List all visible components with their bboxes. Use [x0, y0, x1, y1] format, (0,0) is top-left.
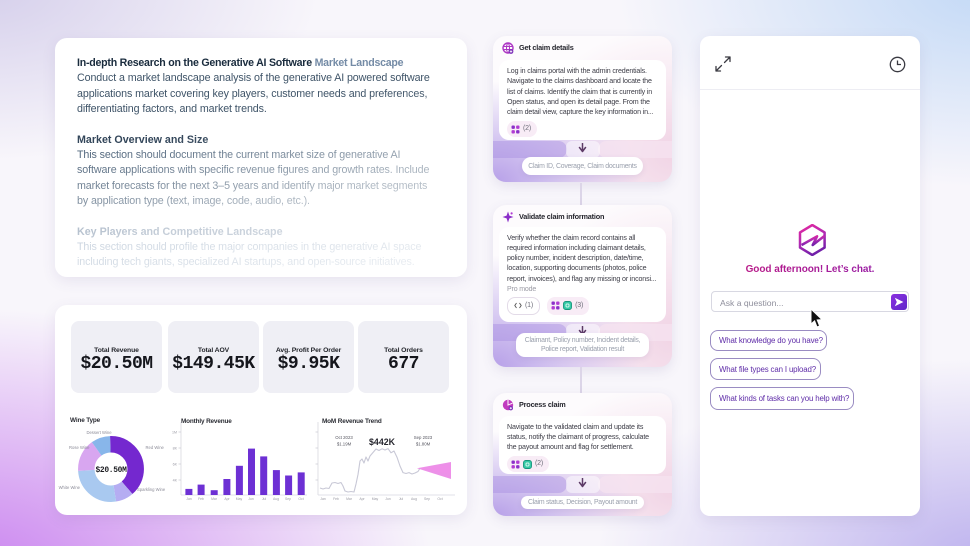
svg-text:Apr: Apr: [224, 497, 230, 501]
svg-text:Feb: Feb: [333, 497, 339, 501]
svg-text:Jun: Jun: [248, 497, 254, 501]
svg-text:Dessert Wine: Dessert Wine: [86, 430, 112, 435]
svg-text:6K: 6K: [173, 463, 178, 467]
svg-text:May: May: [372, 497, 379, 501]
svg-text:Rose Wine: Rose Wine: [69, 445, 90, 450]
svg-text:White Wine: White Wine: [59, 485, 81, 490]
svg-text:$20.50M: $20.50M: [95, 466, 127, 475]
svg-text:May: May: [236, 497, 243, 501]
svg-text:Jul: Jul: [399, 497, 404, 501]
svg-text:Oct 2023: Oct 2023: [335, 435, 353, 440]
svg-text:Mar: Mar: [346, 497, 353, 501]
svg-text:4K: 4K: [173, 479, 178, 483]
svg-text:Sep: Sep: [285, 497, 291, 501]
svg-text:Sparkling Wine: Sparkling Wine: [137, 487, 166, 492]
svg-text:Oct: Oct: [437, 497, 442, 501]
svg-text:Feb: Feb: [198, 497, 204, 501]
svg-text:Aug: Aug: [411, 497, 417, 501]
svg-text:Jul: Jul: [262, 497, 267, 501]
svg-text:Jan: Jan: [320, 497, 326, 501]
svg-text:Red Wine: Red Wine: [146, 445, 165, 450]
svg-text:Apr: Apr: [359, 497, 365, 501]
svg-text:Sep: Sep: [424, 497, 430, 501]
svg-text:Jan: Jan: [186, 497, 192, 501]
svg-text:8K: 8K: [173, 447, 178, 451]
svg-text:$1.80M: $1.80M: [416, 442, 431, 447]
svg-text:Sep 2023: Sep 2023: [414, 435, 433, 440]
svg-text:$442K: $442K: [369, 437, 396, 447]
svg-text:Jun: Jun: [385, 497, 391, 501]
svg-text:Aug: Aug: [273, 497, 279, 501]
svg-text:Oct: Oct: [298, 497, 303, 501]
svg-text:1M: 1M: [172, 431, 177, 435]
svg-text:$1.19M: $1.19M: [337, 442, 352, 447]
svg-text:Mar: Mar: [211, 497, 218, 501]
